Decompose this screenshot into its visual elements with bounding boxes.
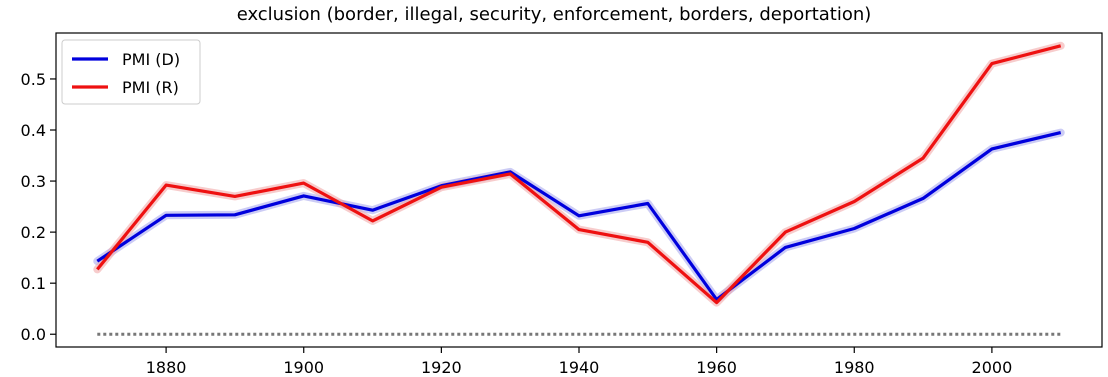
series-line-0: [96, 131, 1062, 302]
chart-title: exclusion (border, illegal, security, en…: [236, 4, 872, 25]
x-tick-label: 1900: [283, 358, 324, 377]
legend-label-0: PMI (D): [122, 50, 180, 69]
y-tick-label: 0.2: [21, 223, 46, 242]
x-tick-label: 2000: [972, 358, 1013, 377]
x-tick-label: 1980: [834, 358, 875, 377]
legend: PMI (D) PMI (R): [61, 39, 201, 105]
x-tick-label: 1920: [421, 358, 462, 377]
y-tick-label: 0.4: [21, 121, 46, 140]
legend-label-1: PMI (R): [122, 78, 179, 97]
x-tick-label: 1880: [146, 358, 187, 377]
y-tick-label: 0.1: [21, 274, 46, 293]
y-tick-label: 0.3: [21, 172, 46, 191]
y-tick-label: 0.0: [21, 325, 46, 344]
x-tick-label: 1940: [559, 358, 600, 377]
x-tick-label: 1960: [696, 358, 737, 377]
series-line-1: [96, 44, 1062, 305]
series-band-1: [93, 41, 1065, 307]
y-tick-label: 0.5: [21, 70, 46, 89]
